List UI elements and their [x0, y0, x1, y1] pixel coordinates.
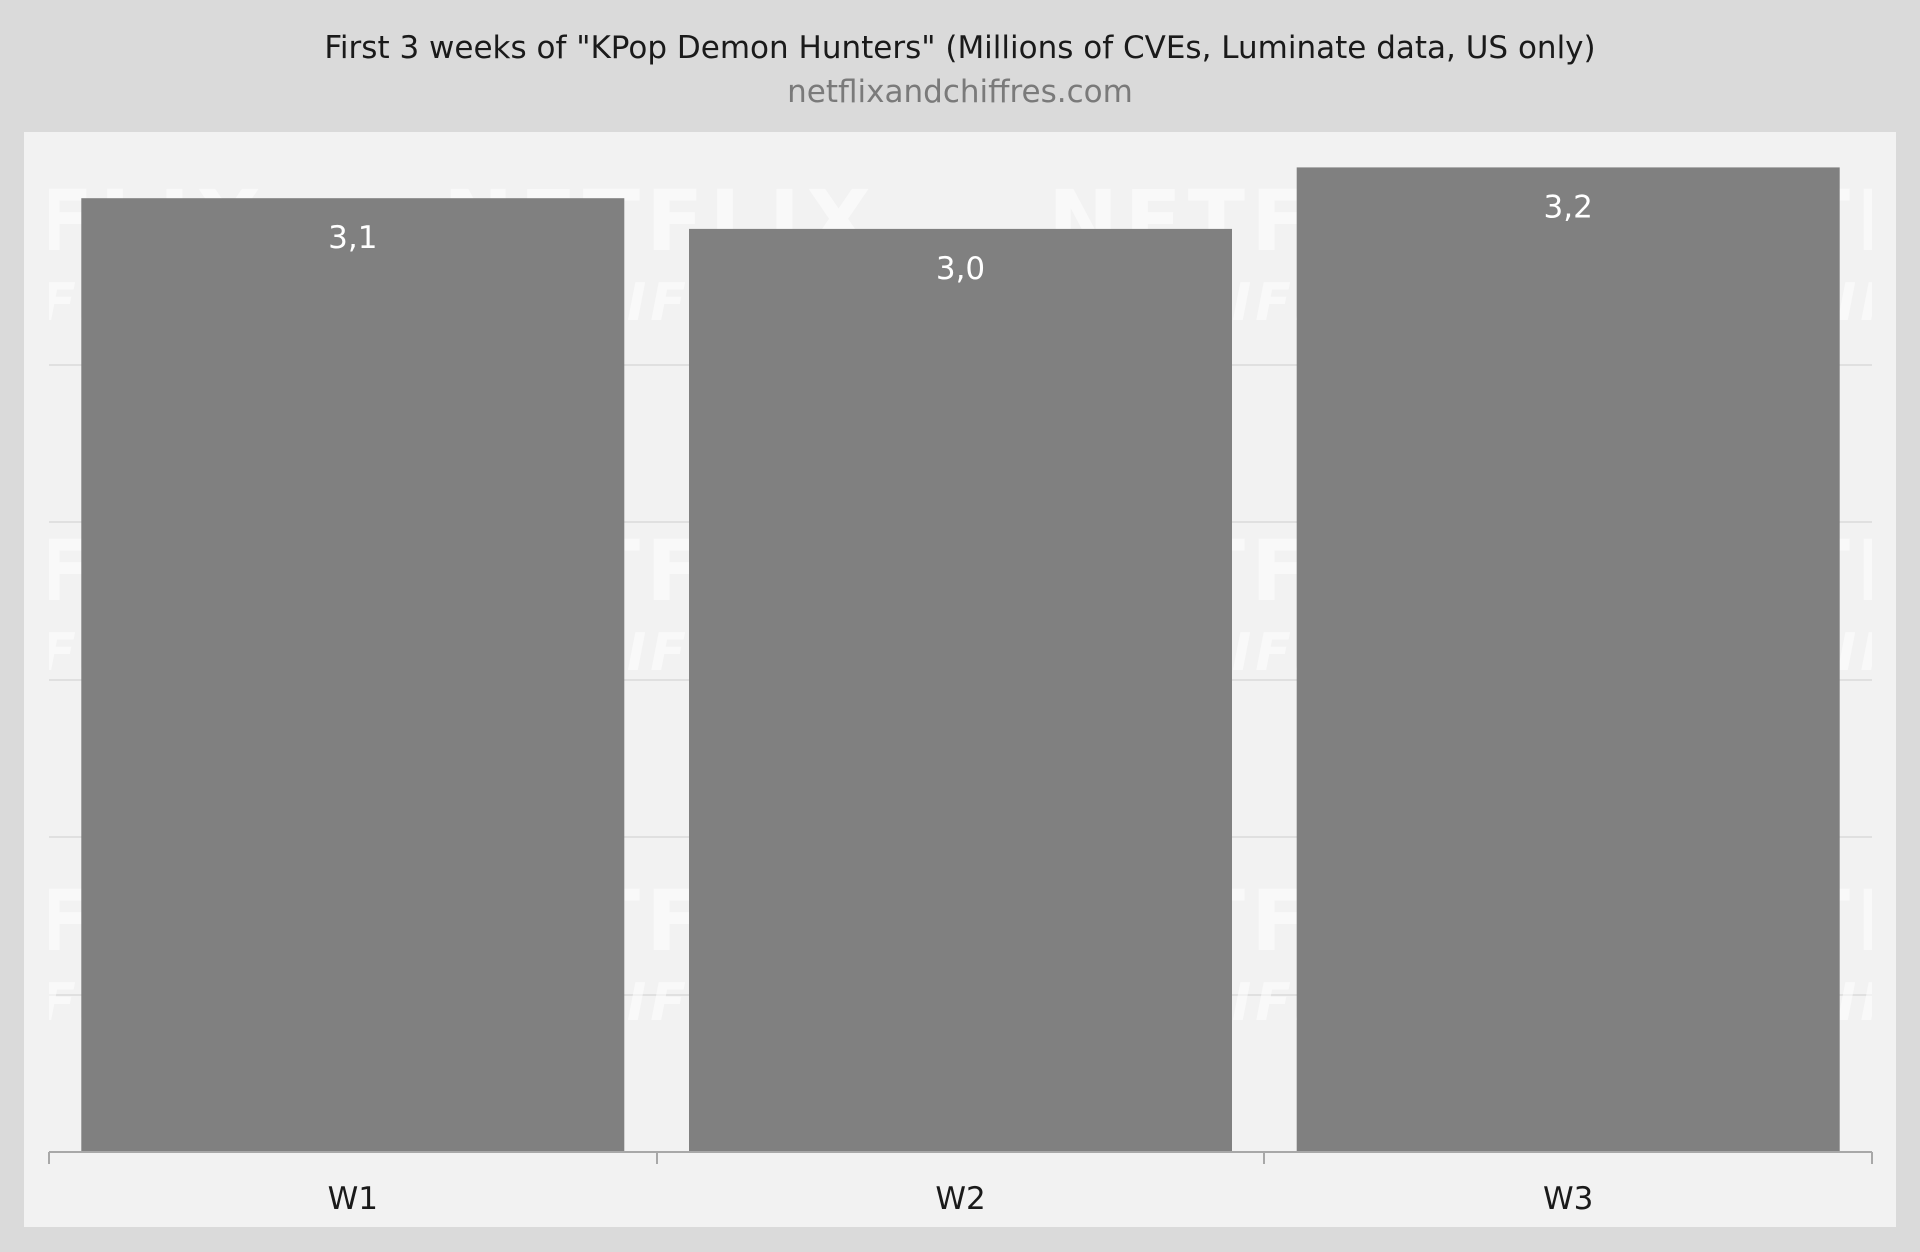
chart-subtitle: netflixandchiffres.com — [787, 74, 1133, 110]
bars — [81, 167, 1840, 1152]
bar-value-labels: 3,1 3,0 3,2 — [328, 189, 1593, 287]
x-tick-label: W1 — [328, 1181, 378, 1217]
x-tick-label: W3 — [1543, 1181, 1593, 1217]
bar-value-label: 3,1 — [328, 220, 377, 256]
chart-title: First 3 weeks of "KPop Demon Hunters" (M… — [324, 30, 1595, 66]
bar-w3 — [1296, 167, 1840, 1152]
bar-value-label: 3,2 — [1544, 189, 1593, 225]
x-tick-label: W2 — [935, 1181, 985, 1217]
bar-w2 — [689, 228, 1232, 1152]
x-axis-tick-labels: W1 W2 W3 — [328, 1181, 1594, 1217]
x-axis-ticks — [48, 1152, 1873, 1164]
bar-w1 — [81, 198, 625, 1152]
bar-value-label: 3,0 — [936, 251, 985, 287]
